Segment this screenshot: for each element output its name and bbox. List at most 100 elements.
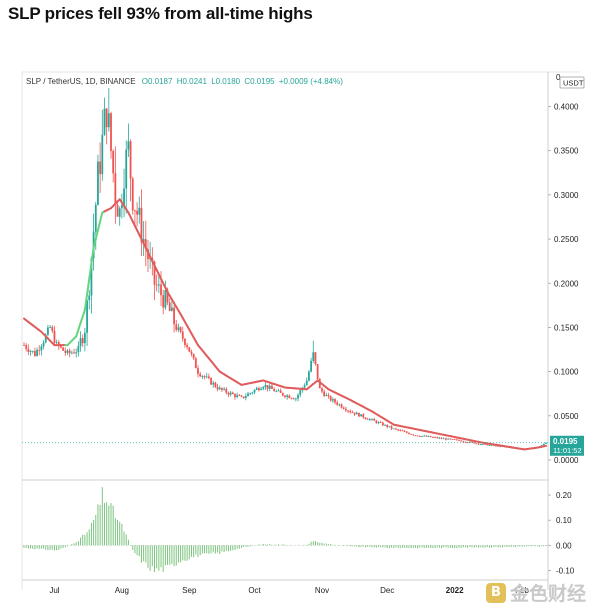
ma-segment: [99, 211, 104, 223]
candle-body: [401, 430, 404, 432]
candle-body: [194, 358, 197, 369]
candle-body: [294, 398, 297, 400]
candle-body: [440, 437, 443, 439]
candle-body: [173, 307, 175, 325]
candle-body: [223, 388, 225, 390]
candle-body: [53, 330, 56, 343]
legend-low: L0.0180: [211, 77, 240, 86]
candle-body: [31, 350, 34, 352]
candle-body: [314, 352, 317, 365]
candle-body: [449, 438, 452, 440]
candle-body: [264, 385, 267, 388]
candle-body: [331, 399, 334, 401]
candle-body: [375, 420, 378, 423]
currency-tag[interactable]: USDT: [563, 79, 584, 88]
candle-body: [388, 426, 391, 428]
ma-segment: [92, 238, 97, 249]
candle-body: [42, 342, 45, 347]
osc-tick-label: -0.10: [556, 566, 575, 575]
candle-body: [23, 345, 25, 346]
candle-body: [153, 261, 156, 285]
candle-body: [162, 295, 165, 308]
time-tick-label: Jul: [49, 586, 59, 595]
watermark-logo-text: 金色财经: [509, 583, 586, 605]
candle-body: [253, 389, 256, 393]
candle-body: [101, 134, 104, 175]
candle-body: [118, 208, 121, 217]
candle-body: [197, 368, 199, 374]
candle-body: [114, 173, 117, 205]
legend-close: C0.0195: [244, 77, 275, 86]
candle-body: [238, 395, 241, 397]
price-tick-label: 0.3500: [554, 147, 579, 156]
candle-body: [425, 435, 428, 437]
candle-body: [403, 431, 406, 432]
candle-body: [68, 350, 71, 354]
candle-body: [29, 351, 32, 352]
candle-body: [471, 441, 473, 443]
candles: [23, 88, 547, 451]
candle-body: [33, 350, 36, 356]
candle-body: [179, 327, 182, 332]
candle-body: [271, 385, 273, 389]
candle-body: [188, 347, 191, 352]
ma-segment: [96, 220, 102, 232]
candle-body: [386, 424, 389, 428]
candle-body: [458, 439, 460, 441]
currency-tag-box[interactable]: [559, 76, 585, 89]
candle-body: [203, 376, 206, 377]
price-tick-label: 0.2000: [554, 279, 579, 288]
candle-body: [171, 307, 173, 311]
candle-body: [462, 441, 465, 443]
candle-body: [55, 342, 58, 343]
candle-body: [60, 346, 62, 348]
ma-segment: [88, 262, 93, 280]
candle-body: [418, 436, 421, 437]
price-tick-label: 0.0500: [554, 412, 579, 421]
candle-body: [112, 150, 115, 174]
candle-body: [107, 113, 110, 128]
last-price-box: [550, 435, 584, 456]
legend-symbol: SLP / TetherUS, 1D, BINANCE: [26, 77, 136, 86]
candle-body: [290, 398, 293, 399]
candle-body: [416, 435, 419, 437]
candle-body: [79, 338, 82, 346]
candle-body: [447, 438, 450, 440]
candle-body: [225, 388, 228, 393]
candle-body: [99, 161, 102, 175]
candle-body: [129, 141, 132, 179]
candle-body: [482, 443, 484, 445]
candle-body: [284, 395, 286, 398]
legend-change: +0.0009 (+4.84%): [279, 77, 343, 86]
candle-body: [377, 422, 380, 424]
candle-body: [371, 418, 373, 420]
candle-body: [25, 345, 28, 349]
candle-body: [144, 239, 147, 250]
candle-body: [131, 178, 134, 211]
candle-body: [86, 300, 88, 333]
osc-tick-label: 0.10: [556, 516, 572, 525]
candle-body: [47, 327, 49, 335]
candle-body: [468, 441, 471, 443]
candle-body: [358, 412, 360, 417]
price-axis-ticks: 0.4000 0.3500 0.3000 0.2500 0.2000 0.1500 0.10…: [548, 103, 579, 465]
candle-body: [231, 392, 234, 395]
candle-body: [445, 438, 447, 440]
candle-body: [236, 395, 239, 398]
candle-body: [192, 353, 195, 359]
candle-body: [288, 395, 291, 399]
candle-body: [275, 390, 278, 392]
time-tick-label: 2022: [446, 586, 464, 595]
candle-body: [451, 439, 454, 440]
candle-body: [212, 382, 215, 385]
candle-body: [90, 258, 93, 296]
candle-body: [44, 334, 47, 343]
candle-body: [299, 390, 302, 395]
candle-body: [166, 290, 169, 303]
candle-body: [379, 422, 382, 424]
candle-body: [277, 390, 280, 392]
ma-segment: [90, 246, 95, 265]
time-tick-label: Nov: [315, 586, 329, 595]
candle-body: [373, 418, 376, 421]
